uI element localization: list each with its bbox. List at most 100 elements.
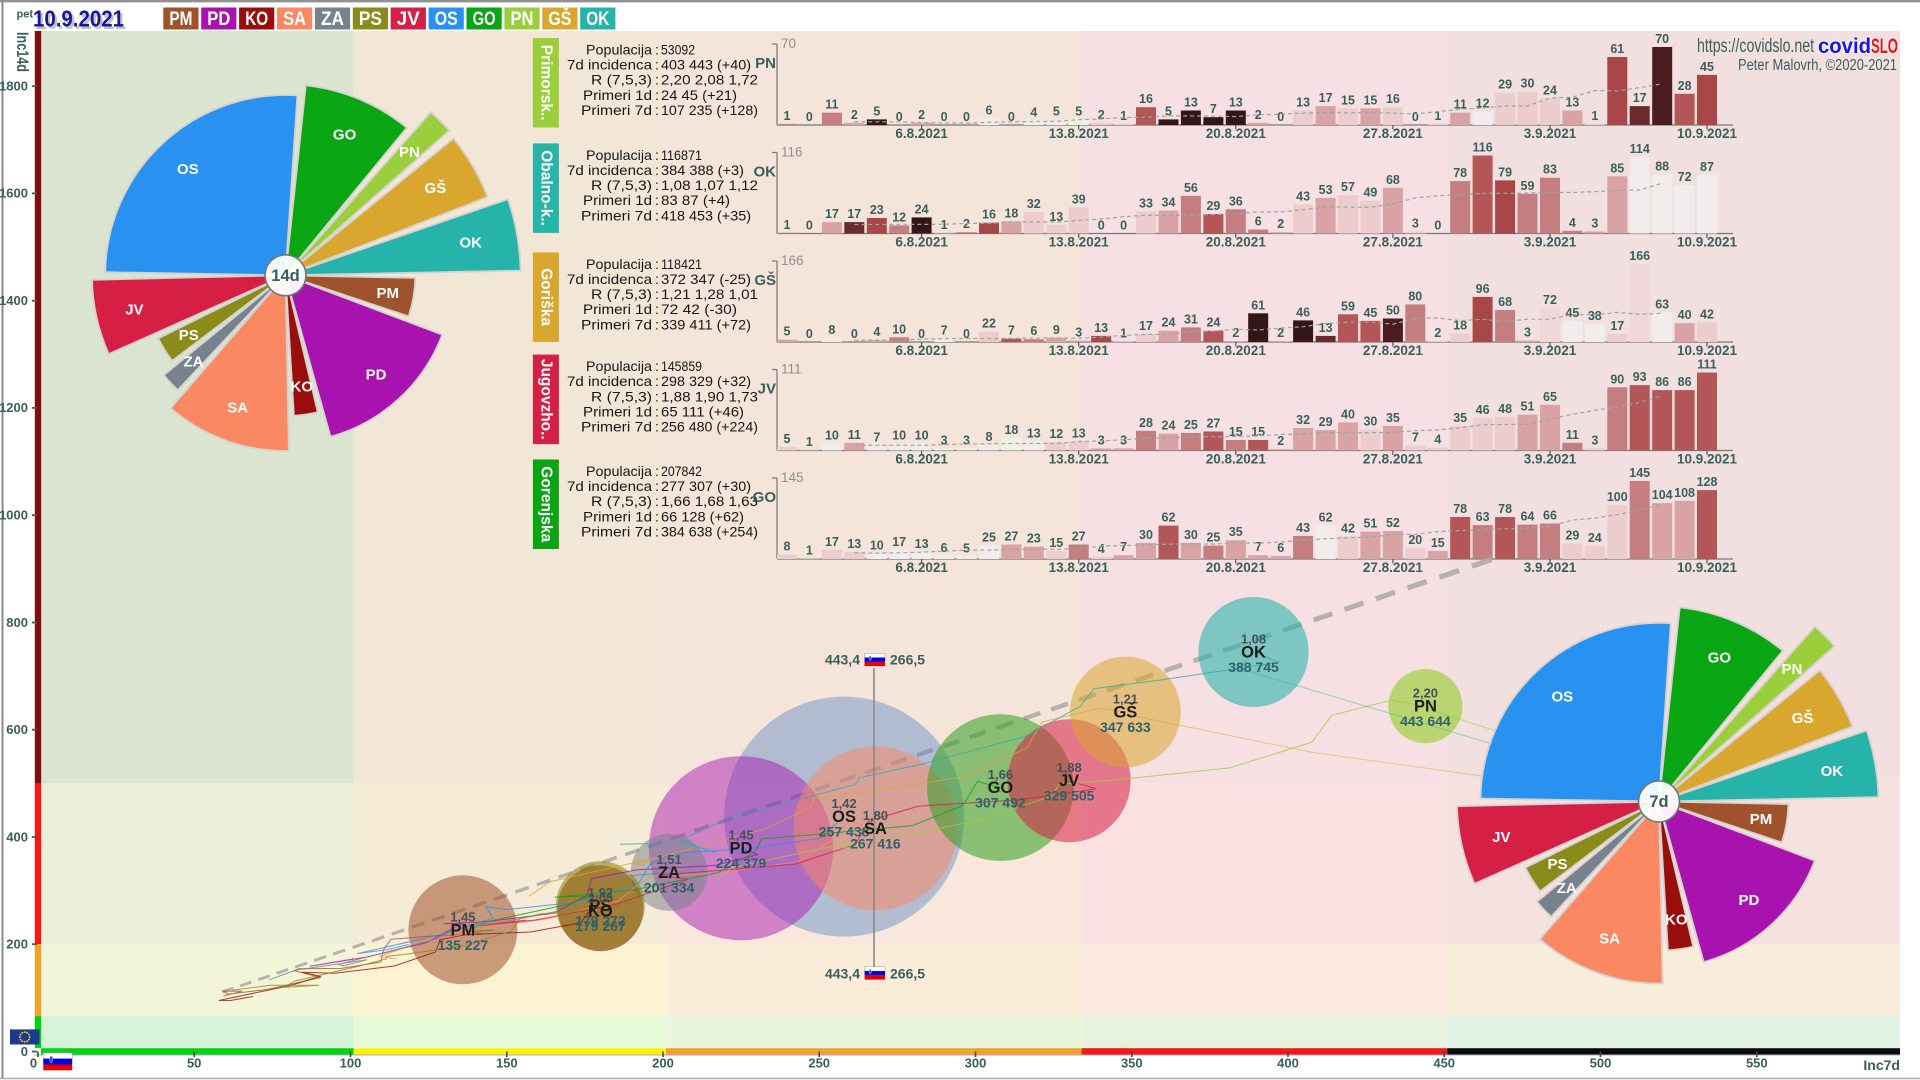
svg-text::: :	[655, 478, 659, 494]
svg-text:GŠ: GŠ	[425, 179, 447, 197]
svg-text:266,5: 266,5	[890, 652, 925, 668]
svg-text:KO: KO	[245, 9, 268, 30]
svg-text:25: 25	[1206, 531, 1220, 545]
svg-text:2: 2	[1434, 326, 1441, 340]
svg-text:11: 11	[1454, 98, 1467, 112]
svg-text:1400: 1400	[0, 293, 28, 308]
svg-text:28: 28	[1139, 416, 1153, 430]
svg-text:1: 1	[784, 109, 791, 123]
svg-text:OK: OK	[1821, 763, 1844, 780]
svg-text::: :	[655, 286, 659, 302]
svg-text:3: 3	[1075, 326, 1082, 340]
svg-text:10.9.2021: 10.9.2021	[1677, 343, 1738, 358]
svg-text:179 272: 179 272	[575, 913, 626, 929]
svg-text:46: 46	[1296, 305, 1310, 319]
svg-text:6: 6	[1255, 215, 1262, 229]
svg-text:40: 40	[1678, 308, 1692, 322]
svg-text:65: 65	[1543, 390, 1557, 404]
svg-text:10.9.2021: 10.9.2021	[1677, 126, 1738, 141]
svg-text::: :	[655, 102, 659, 118]
svg-text:350: 350	[1121, 1056, 1143, 1071]
svg-text:10: 10	[892, 429, 906, 443]
svg-text:GO: GO	[988, 779, 1014, 797]
svg-text:49: 49	[1363, 186, 1377, 200]
svg-text:7d: 7d	[1649, 793, 1668, 811]
svg-text:116: 116	[1473, 141, 1493, 155]
svg-text:https://covidslo.net: https://covidslo.net	[1697, 36, 1815, 57]
svg-text:52: 52	[1386, 516, 1400, 530]
svg-text:257 438: 257 438	[819, 824, 870, 840]
svg-text::: :	[655, 419, 659, 435]
svg-text:PS: PS	[179, 327, 199, 344]
svg-text:24: 24	[915, 202, 929, 216]
svg-text:15: 15	[1363, 93, 1377, 107]
svg-text:62: 62	[1162, 511, 1176, 525]
svg-text:10.9.2021: 10.9.2021	[33, 6, 124, 32]
svg-text:23: 23	[1027, 532, 1041, 546]
svg-text:4: 4	[1434, 433, 1441, 447]
svg-text:13: 13	[1094, 321, 1108, 335]
svg-text:3.9.2021: 3.9.2021	[1524, 235, 1577, 250]
svg-text:50: 50	[187, 1056, 201, 1071]
svg-text:SA: SA	[864, 820, 887, 838]
svg-text:500: 500	[1590, 1056, 1612, 1071]
svg-text:JV: JV	[1059, 772, 1079, 790]
svg-text::: :	[655, 508, 659, 524]
svg-text:0: 0	[1412, 110, 1419, 124]
svg-text:108: 108	[1674, 486, 1695, 500]
svg-text:34: 34	[1162, 196, 1176, 210]
svg-text:4: 4	[1030, 106, 1037, 120]
svg-text:7d incidenca: 7d incidenca	[567, 373, 652, 389]
svg-text:18: 18	[1004, 206, 1018, 220]
svg-text:PD: PD	[730, 840, 753, 858]
svg-text:GO: GO	[753, 489, 777, 506]
svg-text:42: 42	[1341, 521, 1355, 535]
svg-text:145: 145	[1629, 466, 1650, 480]
svg-text:207842: 207842	[661, 463, 702, 479]
svg-text:1800: 1800	[0, 79, 28, 94]
svg-text:pet: pet	[17, 9, 34, 21]
svg-text:13: 13	[1027, 426, 1041, 440]
svg-text:3: 3	[1412, 217, 1419, 231]
svg-text:JV: JV	[125, 301, 143, 318]
svg-text:79: 79	[1498, 165, 1512, 179]
svg-text:Peter Malovrh, ©2020-2021: Peter Malovrh, ©2020-2021	[1738, 57, 1897, 74]
svg-text:30: 30	[1139, 528, 1153, 542]
svg-text::: :	[655, 316, 659, 332]
svg-text:179 267: 179 267	[575, 918, 626, 934]
svg-text:307 492: 307 492	[975, 795, 1026, 811]
svg-text:66 128 (+62): 66 128 (+62)	[661, 508, 744, 524]
svg-text:2: 2	[1277, 326, 1284, 340]
svg-text:0: 0	[30, 1056, 37, 1071]
svg-text:43: 43	[1296, 190, 1310, 204]
svg-text:GO: GO	[473, 9, 496, 30]
svg-text:0: 0	[806, 327, 813, 341]
svg-text::: :	[655, 271, 659, 287]
svg-text:20.8.2021: 20.8.2021	[1206, 452, 1267, 467]
svg-text:20.8.2021: 20.8.2021	[1206, 560, 1267, 575]
svg-text:43: 43	[1296, 521, 1310, 535]
svg-text:1000: 1000	[0, 508, 28, 523]
svg-text:166: 166	[1629, 249, 1650, 263]
svg-text:32: 32	[1296, 413, 1310, 427]
svg-text:18: 18	[1453, 319, 1467, 333]
svg-text:23: 23	[870, 203, 884, 217]
svg-text:17: 17	[825, 207, 839, 221]
svg-text:0: 0	[21, 1044, 28, 1059]
svg-text:27.8.2021: 27.8.2021	[1363, 235, 1424, 250]
svg-text:13: 13	[1049, 210, 1063, 224]
svg-text:78: 78	[1453, 166, 1467, 180]
svg-text:24: 24	[1162, 316, 1176, 330]
svg-text:32: 32	[1027, 197, 1041, 211]
svg-text:20.8.2021: 20.8.2021	[1206, 126, 1267, 141]
svg-text:ZA: ZA	[658, 864, 680, 882]
svg-text:6.8.2021: 6.8.2021	[895, 126, 948, 141]
svg-text:70: 70	[1655, 32, 1669, 46]
svg-text:29: 29	[1565, 528, 1579, 542]
svg-text:18: 18	[1004, 423, 1018, 437]
svg-text:0: 0	[1120, 219, 1127, 233]
svg-text:200: 200	[6, 937, 28, 952]
svg-text:0: 0	[806, 110, 813, 124]
svg-text:17: 17	[847, 207, 861, 221]
svg-text:277 307 (+30): 277 307 (+30)	[661, 478, 751, 494]
